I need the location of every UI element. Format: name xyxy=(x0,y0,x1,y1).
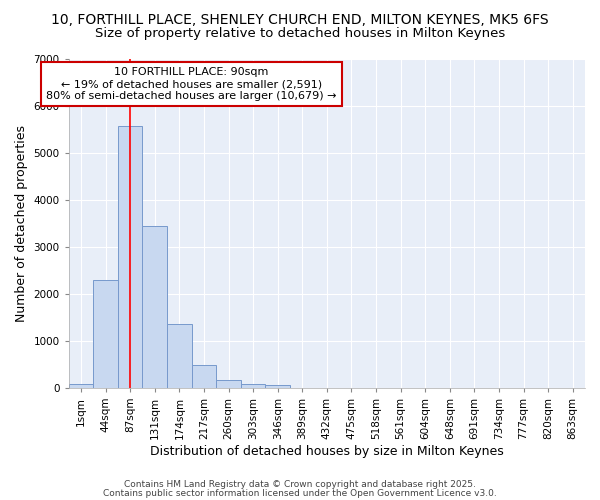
Bar xyxy=(118,126,142,388)
Text: Size of property relative to detached houses in Milton Keynes: Size of property relative to detached ho… xyxy=(95,28,505,40)
Bar xyxy=(191,365,216,388)
X-axis label: Distribution of detached houses by size in Milton Keynes: Distribution of detached houses by size … xyxy=(150,444,504,458)
Bar xyxy=(241,384,265,388)
Text: 10, FORTHILL PLACE, SHENLEY CHURCH END, MILTON KEYNES, MK5 6FS: 10, FORTHILL PLACE, SHENLEY CHURCH END, … xyxy=(51,12,549,26)
Bar xyxy=(93,280,118,388)
Y-axis label: Number of detached properties: Number of detached properties xyxy=(15,125,28,322)
Text: Contains HM Land Registry data © Crown copyright and database right 2025.: Contains HM Land Registry data © Crown c… xyxy=(124,480,476,489)
Bar xyxy=(167,324,191,388)
Bar xyxy=(265,385,290,388)
Text: Contains public sector information licensed under the Open Government Licence v3: Contains public sector information licen… xyxy=(103,489,497,498)
Bar xyxy=(69,384,93,388)
Bar xyxy=(142,226,167,388)
Bar xyxy=(216,380,241,388)
Text: 10 FORTHILL PLACE: 90sqm
← 19% of detached houses are smaller (2,591)
80% of sem: 10 FORTHILL PLACE: 90sqm ← 19% of detach… xyxy=(46,68,337,100)
